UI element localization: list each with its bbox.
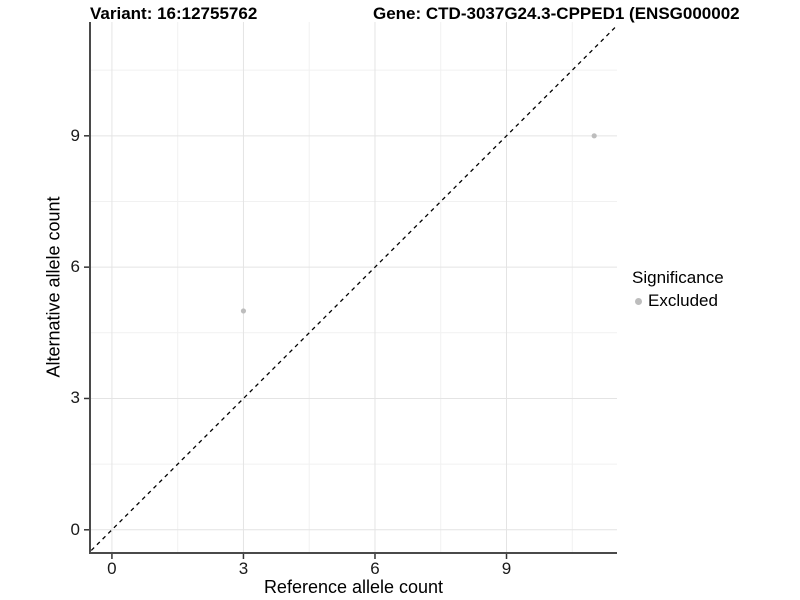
- identity-line: [90, 24, 617, 553]
- y-tick-label: 6: [70, 257, 80, 277]
- x-tick-label: 0: [107, 559, 117, 578]
- y-tick-label: 3: [70, 388, 80, 408]
- plot-title-gene: Gene: CTD-3037G24.3-CPPED1 (ENSG000002: [373, 4, 740, 23]
- legend-title: Significance: [632, 268, 724, 287]
- plot-title-variant: Variant: 16:12755762: [90, 4, 258, 23]
- y-tick-label: 0: [70, 519, 80, 539]
- data-point: [591, 133, 597, 139]
- y-tick-label: 9: [70, 125, 80, 145]
- legend-point-icon: [635, 297, 642, 305]
- legend-item-label: Excluded: [648, 291, 718, 310]
- x-tick-label: 6: [370, 559, 380, 578]
- x-axis-title: Reference allele count: [263, 577, 444, 597]
- x-tick-label: 3: [238, 559, 249, 578]
- legend-item-excluded: Excluded: [632, 291, 724, 311]
- legend: Significance Excluded: [632, 268, 724, 311]
- y-axis-title: Alternative allele count: [43, 196, 64, 378]
- data-point: [240, 308, 247, 314]
- x-tick-label: 9: [501, 559, 512, 578]
